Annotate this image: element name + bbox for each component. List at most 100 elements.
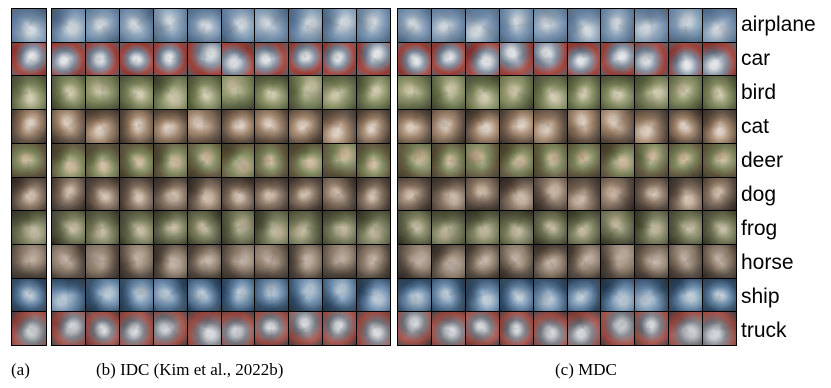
image-tile-ship (289, 278, 323, 312)
image-tile-deer (567, 143, 601, 177)
image-tile-ship (12, 278, 46, 312)
image-tile-ship (703, 278, 736, 312)
image-tile-dog (85, 177, 119, 211)
image-tile-deer (85, 143, 119, 177)
image-tile-ship (187, 278, 221, 312)
class-label-bird: bird (741, 81, 777, 104)
image-tile-airplane (357, 9, 390, 42)
image-tile-ship (499, 278, 533, 312)
image-tile-truck (669, 312, 703, 345)
image-tile-frog (323, 211, 357, 244)
image-tile-frog (431, 211, 465, 244)
image-tile-airplane (431, 9, 465, 42)
image-tile-bird (52, 76, 85, 110)
image-tile-horse (669, 244, 703, 278)
grid-b (51, 8, 391, 346)
image-tile-dog (499, 177, 533, 211)
image-tile-ship (52, 278, 85, 312)
image-tile-cat (357, 110, 390, 143)
image-tile-frog (52, 211, 85, 244)
class-label-horse: horse (741, 251, 794, 274)
image-tile-horse (465, 244, 499, 278)
image-tile-horse (289, 244, 323, 278)
image-tile-bird (255, 76, 289, 110)
image-tile-deer (12, 143, 46, 177)
image-tile-car (119, 42, 153, 76)
image-tile-cat (323, 110, 357, 143)
image-tile-bird (119, 76, 153, 110)
image-tile-car (499, 42, 533, 76)
panel-c-grid (397, 8, 737, 346)
image-tile-bird (12, 76, 46, 110)
image-tile-car (398, 42, 431, 76)
image-tile-dog (221, 177, 255, 211)
image-tile-ship (533, 278, 567, 312)
image-tile-dog (52, 177, 85, 211)
image-tile-car (567, 42, 601, 76)
image-tile-dog (255, 177, 289, 211)
image-tile-frog (85, 211, 119, 244)
image-tile-airplane (119, 9, 153, 42)
image-tile-ship (357, 278, 390, 312)
image-tile-dog (533, 177, 567, 211)
image-tile-ship (323, 278, 357, 312)
image-tile-car (357, 42, 390, 76)
image-tile-deer (153, 143, 187, 177)
image-tile-frog (255, 211, 289, 244)
image-tile-truck (533, 312, 567, 345)
image-tile-horse (601, 244, 635, 278)
image-tile-deer (119, 143, 153, 177)
image-tile-frog (357, 211, 390, 244)
image-tile-truck (12, 312, 46, 345)
image-tile-deer (357, 143, 390, 177)
image-tile-frog (567, 211, 601, 244)
image-tile-car (12, 42, 46, 76)
image-tile-horse (703, 244, 736, 278)
image-tile-deer (221, 143, 255, 177)
image-tile-airplane (398, 9, 431, 42)
class-label-dog: dog (741, 183, 777, 206)
image-tile-truck (357, 312, 390, 345)
image-tile-horse (119, 244, 153, 278)
image-tile-frog (12, 211, 46, 244)
image-tile-car (703, 42, 736, 76)
image-tile-deer (187, 143, 221, 177)
image-tile-horse (221, 244, 255, 278)
image-tile-dog (12, 177, 46, 211)
image-tile-car (289, 42, 323, 76)
image-tile-car (323, 42, 357, 76)
image-tile-frog (669, 211, 703, 244)
image-tile-bird (669, 76, 703, 110)
image-tile-cat (465, 110, 499, 143)
image-tile-dog (669, 177, 703, 211)
image-tile-ship (221, 278, 255, 312)
image-tile-frog (533, 211, 567, 244)
image-tile-deer (499, 143, 533, 177)
image-tile-airplane (499, 9, 533, 42)
image-tile-car (669, 42, 703, 76)
image-tile-truck (398, 312, 431, 345)
image-tile-bird (85, 76, 119, 110)
image-tile-dog (703, 177, 736, 211)
image-tile-deer (289, 143, 323, 177)
image-tile-horse (635, 244, 669, 278)
class-label-cat: cat (741, 115, 770, 138)
image-tile-cat (52, 110, 85, 143)
image-tile-truck (289, 312, 323, 345)
image-tile-truck (323, 312, 357, 345)
image-tile-truck (255, 312, 289, 345)
class-label-airplane: airplane (741, 13, 816, 36)
image-tile-dog (567, 177, 601, 211)
image-tile-horse (85, 244, 119, 278)
image-tile-ship (431, 278, 465, 312)
image-tile-ship (255, 278, 289, 312)
image-tile-dog (601, 177, 635, 211)
image-tile-car (533, 42, 567, 76)
image-tile-cat (85, 110, 119, 143)
image-tile-airplane (669, 9, 703, 42)
image-tile-airplane (187, 9, 221, 42)
image-tile-horse (499, 244, 533, 278)
image-tile-frog (187, 211, 221, 244)
image-tile-bird (357, 76, 390, 110)
image-tile-horse (12, 244, 46, 278)
